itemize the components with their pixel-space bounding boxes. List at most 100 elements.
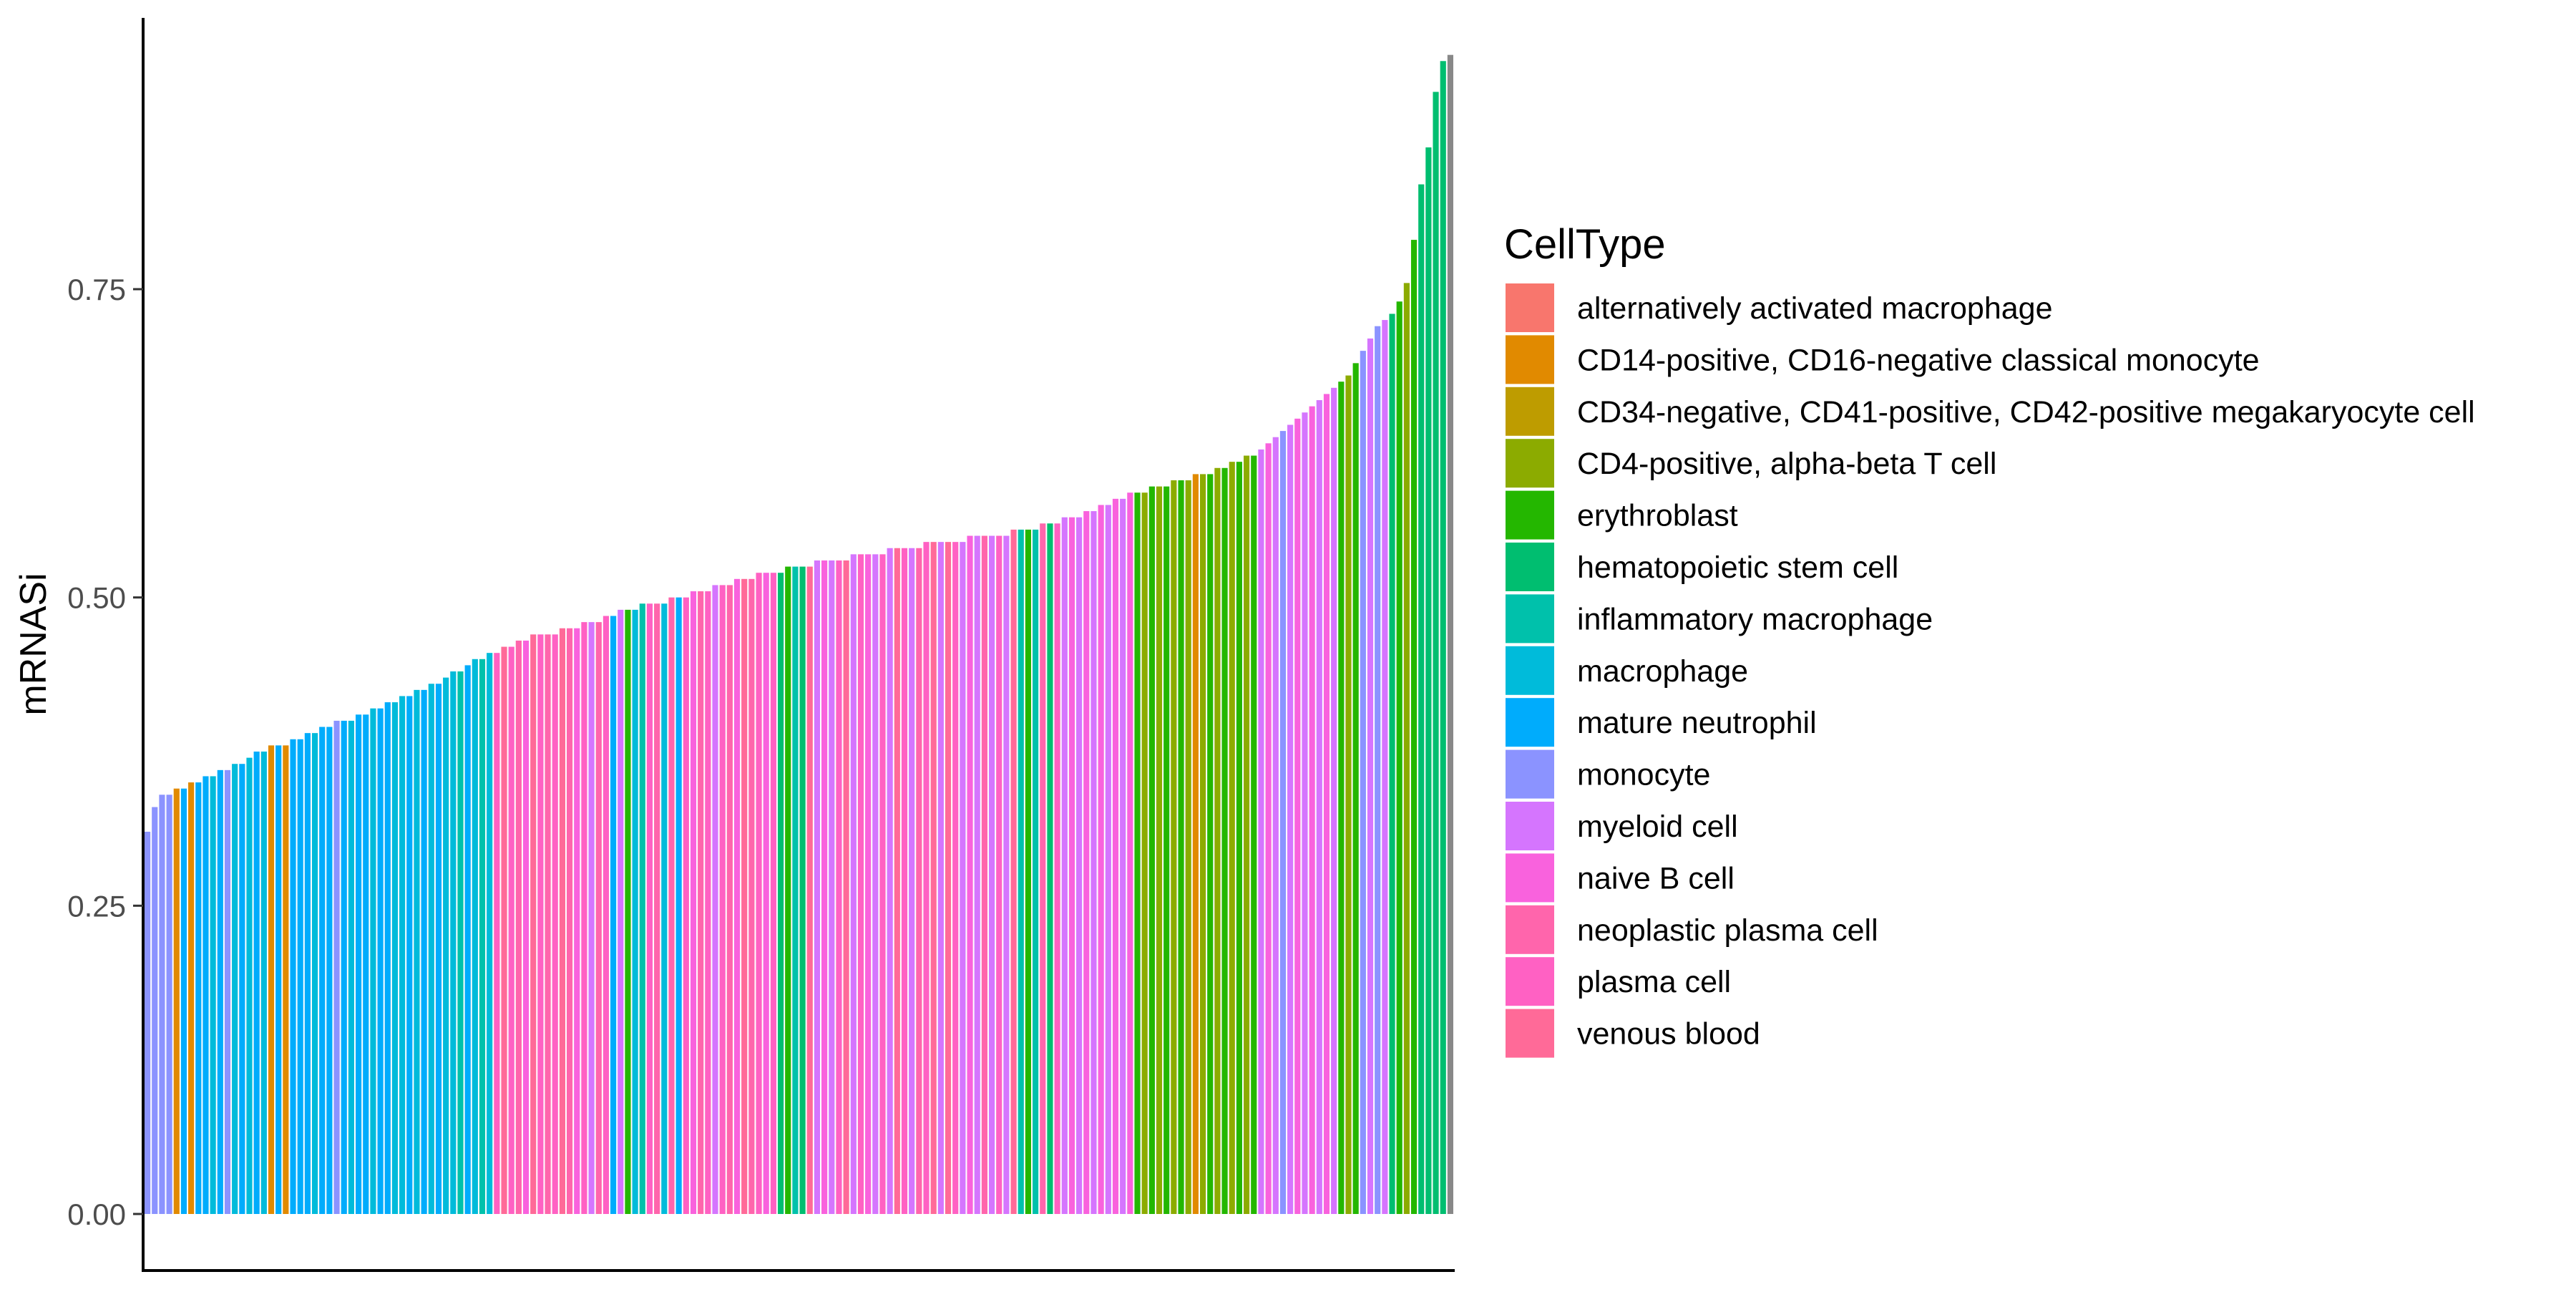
legend-label: macrophage <box>1577 654 1748 689</box>
y-tick-label: 0.00 <box>67 1198 126 1231</box>
bar <box>443 677 449 1214</box>
bar <box>239 764 245 1214</box>
bar <box>268 745 275 1214</box>
legend-swatch <box>1506 853 1554 903</box>
bar <box>1134 492 1141 1214</box>
bar <box>566 628 573 1214</box>
bar <box>377 708 384 1214</box>
bar <box>1294 418 1301 1214</box>
bar <box>981 535 987 1214</box>
bar <box>188 782 195 1214</box>
bar <box>1010 529 1017 1214</box>
legend-label: CD34-negative, CD41-positive, CD42-posit… <box>1577 395 2475 429</box>
legend-label: venous blood <box>1577 1017 1760 1051</box>
bar <box>799 566 806 1214</box>
bar <box>1236 462 1242 1215</box>
bar <box>639 603 645 1214</box>
y-tick-label: 0.75 <box>67 273 126 306</box>
axes-layer <box>142 18 1455 1272</box>
bar <box>960 542 966 1214</box>
bar <box>1185 480 1191 1214</box>
bar <box>1091 511 1097 1214</box>
bar <box>363 714 369 1214</box>
bar <box>479 659 486 1214</box>
bar <box>909 548 915 1214</box>
bar <box>1258 449 1264 1215</box>
bar <box>1163 486 1170 1214</box>
bar <box>821 560 828 1214</box>
bar <box>428 684 434 1214</box>
bar <box>435 684 442 1214</box>
legend-swatch <box>1506 543 1554 591</box>
bar <box>545 634 551 1214</box>
bar <box>937 542 944 1214</box>
bar <box>661 603 668 1214</box>
bar <box>988 535 995 1214</box>
bar <box>712 585 718 1214</box>
bar <box>1251 455 1257 1214</box>
bar <box>297 739 303 1214</box>
bar <box>1265 443 1272 1214</box>
bar <box>945 542 952 1214</box>
legend-title: CellType <box>1504 221 1666 268</box>
bar <box>595 622 602 1214</box>
bar <box>515 640 522 1214</box>
bar <box>217 769 223 1214</box>
legend-swatch <box>1506 905 1554 954</box>
bar <box>1098 505 1104 1214</box>
bar <box>1410 240 1418 1215</box>
bar <box>1221 467 1228 1214</box>
bar <box>341 720 347 1214</box>
bar <box>806 566 813 1214</box>
bar <box>1360 351 1366 1214</box>
bar <box>1338 382 1345 1215</box>
legend-swatch <box>1506 490 1554 540</box>
bar <box>1396 301 1402 1215</box>
bar <box>522 640 530 1214</box>
bar <box>494 653 500 1214</box>
bar <box>850 554 857 1214</box>
y-tick-label: 0.25 <box>67 889 126 923</box>
bar <box>930 542 937 1214</box>
bar <box>770 573 776 1214</box>
bar <box>355 714 362 1214</box>
bar <box>1389 314 1395 1215</box>
bar <box>304 733 311 1214</box>
bar <box>1323 394 1330 1215</box>
bar <box>232 764 238 1214</box>
legend: CellType alternatively activated macroph… <box>1504 221 2475 1058</box>
bar <box>952 542 959 1214</box>
bar <box>203 776 209 1214</box>
bar <box>1418 184 1425 1214</box>
bar <box>843 560 849 1214</box>
legend-label: CD4-positive, alpha-beta T cell <box>1577 447 1996 481</box>
bar <box>733 578 741 1214</box>
bar <box>1120 498 1126 1214</box>
bar <box>1018 529 1024 1214</box>
bar <box>887 548 893 1214</box>
legend-swatch <box>1506 698 1554 747</box>
bar <box>763 573 769 1214</box>
bar <box>145 831 151 1214</box>
bar <box>829 560 835 1214</box>
bars-layer <box>145 54 1453 1215</box>
legend-label: naive B cell <box>1577 861 1735 895</box>
bar <box>464 665 471 1214</box>
legend-label: inflammatory macrophage <box>1577 602 1933 636</box>
bar <box>1309 406 1315 1214</box>
bar <box>275 745 282 1214</box>
bar <box>1054 523 1060 1214</box>
bar <box>1061 517 1068 1214</box>
bar <box>1382 320 1388 1214</box>
legend-swatch <box>1506 439 1554 488</box>
bar <box>1331 387 1337 1214</box>
bar <box>152 807 158 1214</box>
bar <box>705 591 711 1214</box>
legend-label: monocyte <box>1577 758 1710 792</box>
bar <box>210 776 216 1214</box>
y-tick-label: 0.50 <box>67 581 126 615</box>
bar <box>1433 92 1439 1215</box>
bar <box>253 751 260 1214</box>
bar <box>1345 375 1352 1214</box>
